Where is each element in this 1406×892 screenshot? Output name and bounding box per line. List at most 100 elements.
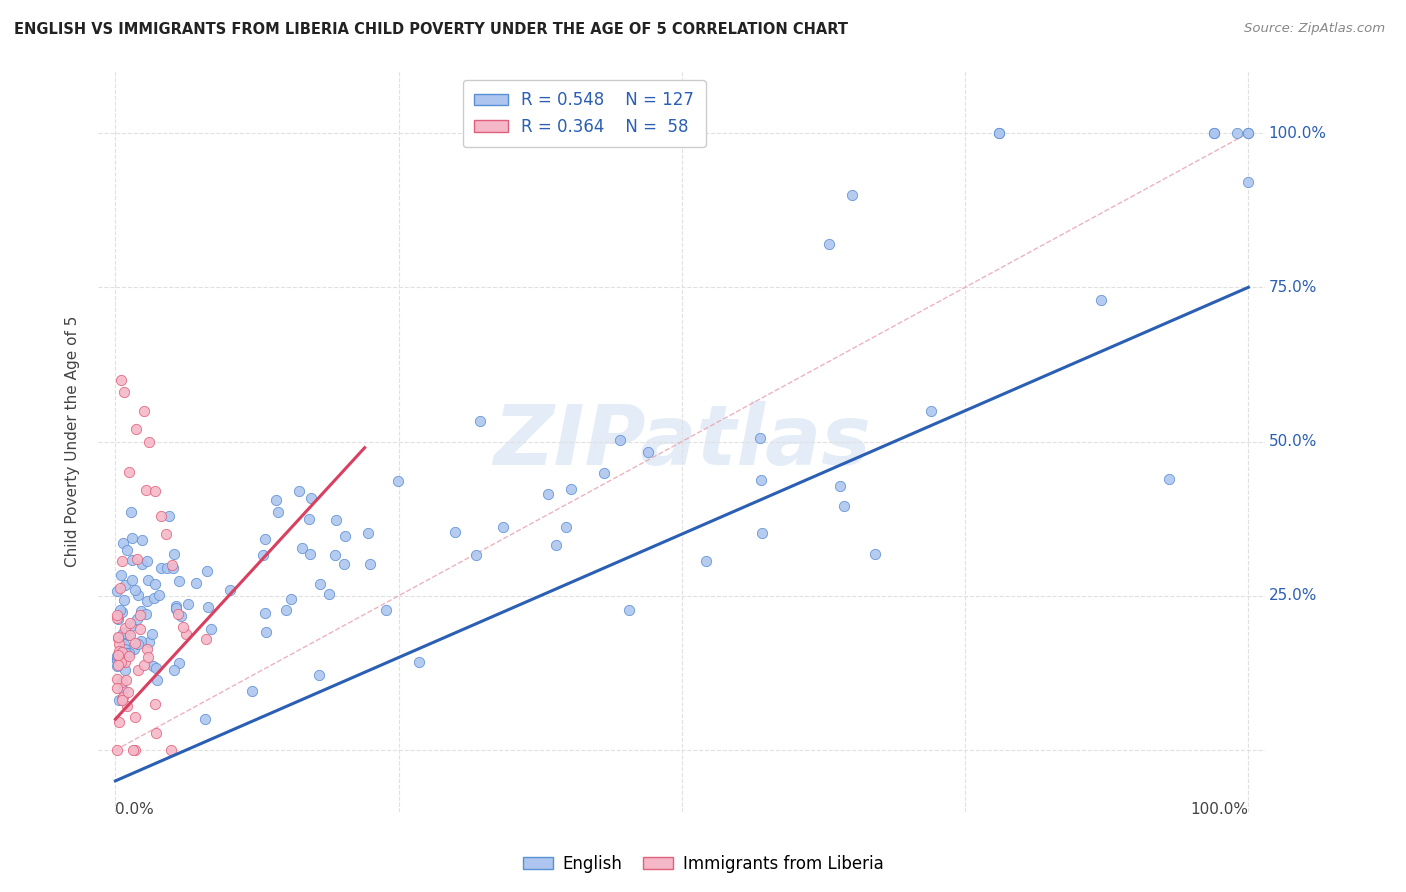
Point: [125, 422, 148, 436]
Point: [219, 582, 242, 597]
Point: [1159, 472, 1181, 486]
Point: [408, 655, 430, 669]
Point: [108, 644, 131, 658]
Point: [162, 561, 184, 575]
Point: [325, 513, 347, 527]
Point: [107, 631, 129, 645]
Point: [165, 599, 187, 613]
Text: 100.0%: 100.0%: [1268, 126, 1327, 141]
Point: [165, 602, 187, 616]
Point: [560, 482, 582, 496]
Point: [107, 612, 129, 626]
Point: [149, 508, 172, 523]
Point: [111, 630, 134, 644]
Point: [333, 557, 356, 571]
Point: [291, 541, 314, 555]
Point: [118, 628, 141, 642]
Point: [988, 126, 1011, 140]
Point: [111, 692, 134, 706]
Point: [124, 710, 146, 724]
Point: [105, 583, 128, 598]
Point: [112, 682, 135, 697]
Point: [141, 627, 163, 641]
Point: [111, 625, 134, 640]
Point: [105, 611, 128, 625]
Point: [120, 618, 142, 632]
Point: [120, 505, 142, 519]
Point: [115, 646, 138, 660]
Point: [110, 373, 132, 387]
Point: [308, 577, 330, 591]
Point: [108, 715, 131, 730]
Point: [254, 607, 277, 621]
Point: [143, 697, 166, 711]
Point: [124, 582, 146, 597]
Point: [170, 608, 193, 623]
Point: [751, 525, 773, 540]
Point: [536, 487, 558, 501]
Point: [131, 557, 153, 571]
Point: [165, 601, 187, 615]
Point: [695, 554, 717, 568]
Point: [107, 630, 129, 644]
Point: [749, 473, 772, 487]
Point: [145, 726, 167, 740]
Point: [253, 533, 276, 547]
Point: [105, 658, 128, 673]
Point: [163, 663, 186, 677]
Point: [274, 603, 297, 617]
Point: [177, 597, 200, 611]
Point: [1237, 126, 1260, 140]
Point: [1090, 293, 1112, 307]
Point: [359, 557, 381, 571]
Point: [146, 673, 169, 688]
Point: [127, 637, 149, 651]
Y-axis label: Child Poverty Under the Age of 5: Child Poverty Under the Age of 5: [65, 316, 80, 567]
Point: [159, 743, 181, 757]
Point: [105, 648, 128, 663]
Text: 100.0%: 100.0%: [1191, 803, 1249, 817]
Point: [122, 641, 145, 656]
Point: [637, 445, 659, 459]
Point: [832, 499, 855, 513]
Point: [163, 547, 186, 561]
Point: [142, 591, 165, 605]
Point: [1204, 126, 1226, 140]
Point: [138, 635, 160, 649]
Legend: English, Immigrants from Liberia: English, Immigrants from Liberia: [516, 848, 890, 880]
Point: [254, 624, 277, 639]
Point: [105, 743, 128, 757]
Point: [143, 577, 166, 591]
Point: [107, 648, 129, 663]
Point: [920, 403, 942, 417]
Point: [129, 604, 152, 618]
Point: [374, 603, 396, 617]
Point: [135, 483, 157, 497]
Point: [105, 607, 128, 622]
Point: [157, 508, 180, 523]
Point: [132, 658, 155, 673]
Point: [111, 645, 134, 659]
Point: [136, 650, 159, 665]
Point: [132, 403, 155, 417]
Point: [117, 543, 139, 558]
Point: [609, 434, 631, 448]
Point: [299, 548, 322, 562]
Text: 0.0%: 0.0%: [115, 803, 155, 817]
Point: [136, 554, 159, 568]
Point: [118, 646, 141, 660]
Point: [112, 647, 135, 661]
Point: [138, 434, 160, 449]
Point: [197, 600, 219, 615]
Point: [555, 520, 578, 534]
Point: [818, 237, 841, 252]
Point: [131, 533, 153, 547]
Point: [114, 663, 136, 677]
Point: [127, 588, 149, 602]
Point: [357, 525, 380, 540]
Point: [117, 685, 139, 699]
Point: [166, 607, 188, 622]
Point: [200, 622, 222, 636]
Point: [124, 743, 146, 757]
Point: [169, 574, 191, 588]
